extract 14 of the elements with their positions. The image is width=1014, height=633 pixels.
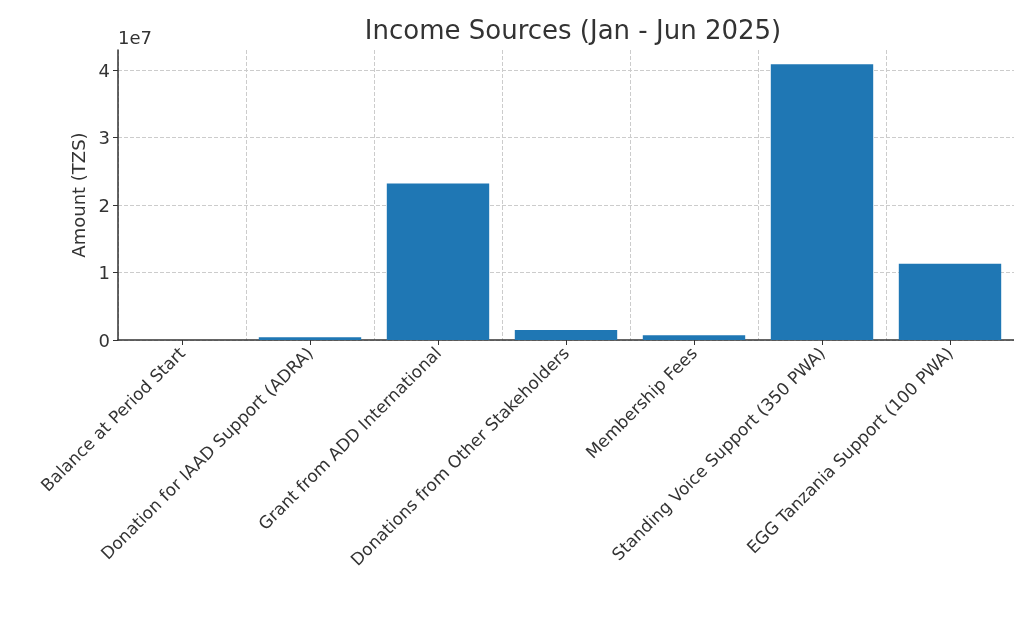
y-tick-label: 2 <box>98 194 110 216</box>
y-axis-title: Amount (TZS) <box>68 132 90 258</box>
y-tick-label: 4 <box>98 59 110 81</box>
bar <box>898 263 1002 340</box>
bar <box>770 64 874 340</box>
y-tick-label: 0 <box>98 329 110 351</box>
text: 1e7 <box>118 26 152 48</box>
chart-title: Income Sources (Jan - Jun 2025) <box>364 15 782 45</box>
bar <box>258 337 362 340</box>
y-tick-label: 3 <box>98 127 110 149</box>
bar <box>514 329 618 340</box>
bar <box>642 335 746 340</box>
bar <box>386 183 490 340</box>
y-tick-label: 1 <box>98 262 110 284</box>
